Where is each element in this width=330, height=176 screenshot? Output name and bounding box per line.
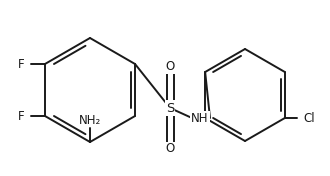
Text: S: S <box>166 102 174 115</box>
Text: NH₂: NH₂ <box>79 114 101 127</box>
Text: F: F <box>17 58 24 71</box>
Text: Cl: Cl <box>303 112 314 124</box>
Text: F: F <box>17 109 24 122</box>
Text: NH: NH <box>191 112 209 124</box>
Text: O: O <box>165 61 175 74</box>
Text: O: O <box>165 143 175 156</box>
